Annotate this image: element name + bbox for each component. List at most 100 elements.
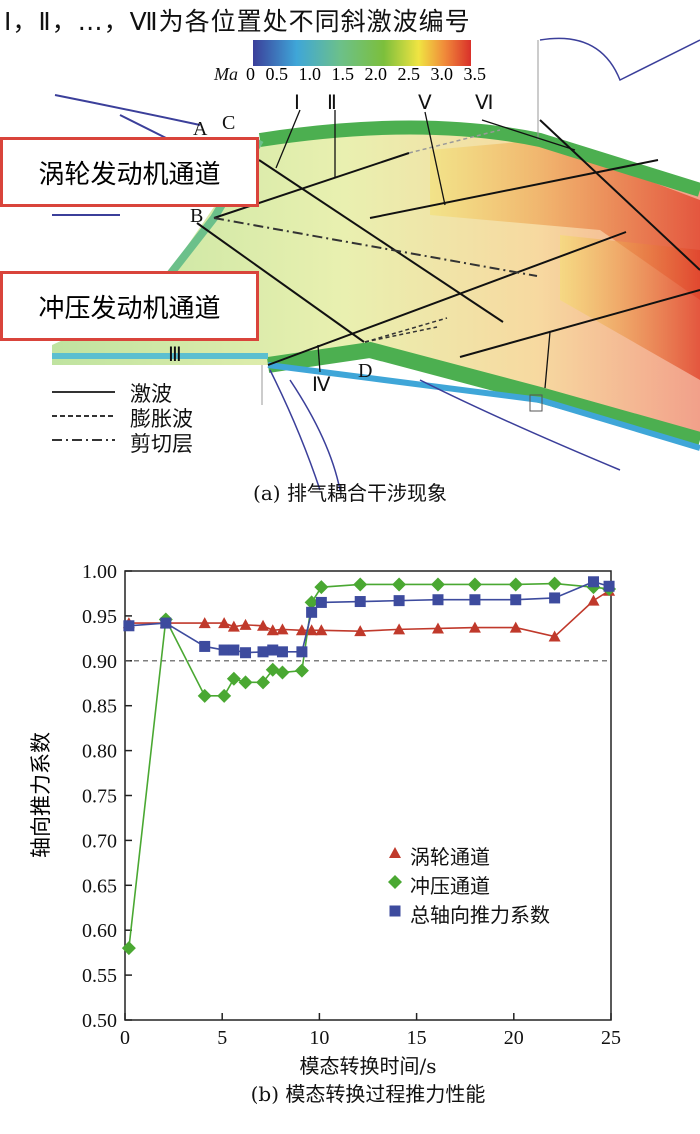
shock-iv-label: Ⅳ	[312, 374, 331, 396]
high-mach-region-lower	[560, 235, 700, 380]
y-tick-label: 0.75	[82, 786, 117, 808]
x-axis-label: 模态转换时间/s	[299, 1054, 437, 1078]
data-point-2	[257, 646, 269, 658]
colorbar-ticks: 0 0.5 1.0 1.5 2.0 2.5 3.0 3.5	[246, 64, 486, 85]
data-point-0	[295, 624, 308, 636]
data-point-0	[227, 620, 240, 632]
legend-turbine: 涡轮通道	[410, 845, 490, 869]
upper-shear-band	[258, 120, 700, 197]
legend-expansion: 膨胀波	[130, 407, 193, 431]
data-point-1	[265, 662, 280, 677]
x-tick-label: 10	[309, 1027, 329, 1049]
data-point-2	[160, 617, 172, 629]
legend-marker-0	[389, 847, 401, 858]
data-point-2	[549, 592, 561, 604]
colorbar	[253, 40, 471, 66]
data-point-0	[354, 625, 367, 637]
x-tick-label: 25	[601, 1027, 621, 1049]
caption-a: (a) 排气耦合干涉现象	[253, 481, 447, 505]
data-point-0	[509, 621, 522, 633]
series-line-1	[128, 582, 610, 949]
data-point-2	[240, 647, 252, 659]
colorbar-tick: 0	[246, 64, 255, 84]
data-point-2	[354, 596, 366, 608]
shear-layer-line	[213, 217, 538, 277]
colorbar-tick: 1.0	[298, 64, 322, 84]
legend-marker-2	[389, 905, 401, 917]
data-point-2	[469, 594, 481, 606]
data-point-0	[393, 623, 406, 635]
y-tick-label: 0.95	[82, 606, 117, 628]
data-point-2	[603, 580, 615, 592]
data-point-2	[296, 646, 308, 658]
colorbar-tick: 0.5	[265, 64, 289, 84]
upstream-contours	[39, 94, 201, 216]
data-point-1	[226, 671, 241, 686]
legend-ramjet: 冲压通道	[410, 874, 490, 898]
colorbar-tick: 3.5	[463, 64, 487, 84]
data-point-1	[304, 595, 319, 610]
x-tick-label: 15	[407, 1027, 427, 1049]
data-point-1	[314, 580, 329, 595]
legend-marker-1	[388, 875, 402, 889]
data-point-2	[393, 595, 405, 607]
colorbar-tick: 1.5	[331, 64, 355, 84]
series-line-0	[128, 590, 610, 638]
x-tick-label: 0	[120, 1027, 130, 1049]
colorbar-tick: 3.0	[430, 64, 454, 84]
thrust-chart: 0.50 0.55 0.60 0.65 0.70 0.75 0.80 0.85 0.90 0.95…	[82, 561, 621, 1049]
data-point-1	[467, 577, 482, 592]
shock-lines	[196, 119, 700, 366]
shock-iii-label: Ⅲ	[168, 344, 182, 366]
data-point-0	[276, 623, 289, 635]
data-point-2	[228, 644, 240, 656]
shock-vii-marker	[529, 394, 543, 412]
data-point-0	[239, 618, 252, 630]
caption-b: (b) 模态转换过程推力性能	[250, 1082, 486, 1106]
data-point-0	[315, 624, 328, 636]
shock-i-label: Ⅰ	[294, 92, 300, 114]
data-point-1	[121, 941, 136, 956]
x-tick-label: 5	[217, 1027, 227, 1049]
point-a-label: A	[193, 118, 208, 140]
legend-shock: 激波	[130, 382, 172, 406]
data-point-1	[508, 577, 523, 592]
data-point-1	[217, 688, 232, 703]
lower-boundary	[267, 362, 700, 451]
data-point-2	[199, 640, 211, 652]
x-tick-label: 20	[504, 1027, 524, 1049]
data-point-2	[588, 576, 600, 588]
external-contours	[269, 37, 700, 491]
point-c-label: C	[222, 112, 236, 134]
shock-vii-label: □	[531, 392, 539, 408]
data-point-2	[510, 594, 522, 606]
data-point-0	[468, 621, 481, 633]
data-point-1	[238, 675, 253, 690]
y-axis-label: 轴向推力系数	[29, 732, 53, 858]
data-point-2	[306, 606, 318, 618]
y-tick-label: 0.55	[82, 965, 117, 987]
data-point-0	[587, 594, 600, 606]
point-b-label: B	[190, 205, 204, 227]
data-point-0	[305, 624, 318, 636]
data-point-1	[430, 577, 445, 592]
colorbar-label: Ma	[214, 64, 238, 84]
y-tick-label: 1.00	[82, 561, 117, 583]
data-point-2	[218, 644, 230, 656]
colorbar-tick: 2.5	[397, 64, 421, 84]
shock-vi-label: Ⅵ	[475, 92, 494, 114]
figure-title: Ⅰ，Ⅱ，…，Ⅶ为各位置处不同斜激波编号	[4, 7, 471, 36]
data-point-1	[275, 665, 290, 680]
data-point-1	[294, 663, 309, 678]
y-tick-label: 0.80	[82, 741, 117, 763]
y-tick-label: 0.50	[82, 1010, 117, 1032]
high-mach-region	[430, 140, 700, 300]
data-point-1	[353, 577, 368, 592]
data-point-0	[431, 622, 444, 634]
shock-ii-label: Ⅱ	[327, 92, 337, 114]
colorbar-tick: 2.0	[364, 64, 388, 84]
data-point-2	[123, 620, 135, 632]
ramjet-channel-box: 冲压发动机通道	[0, 271, 259, 341]
y-tick-label: 0.85	[82, 696, 117, 718]
